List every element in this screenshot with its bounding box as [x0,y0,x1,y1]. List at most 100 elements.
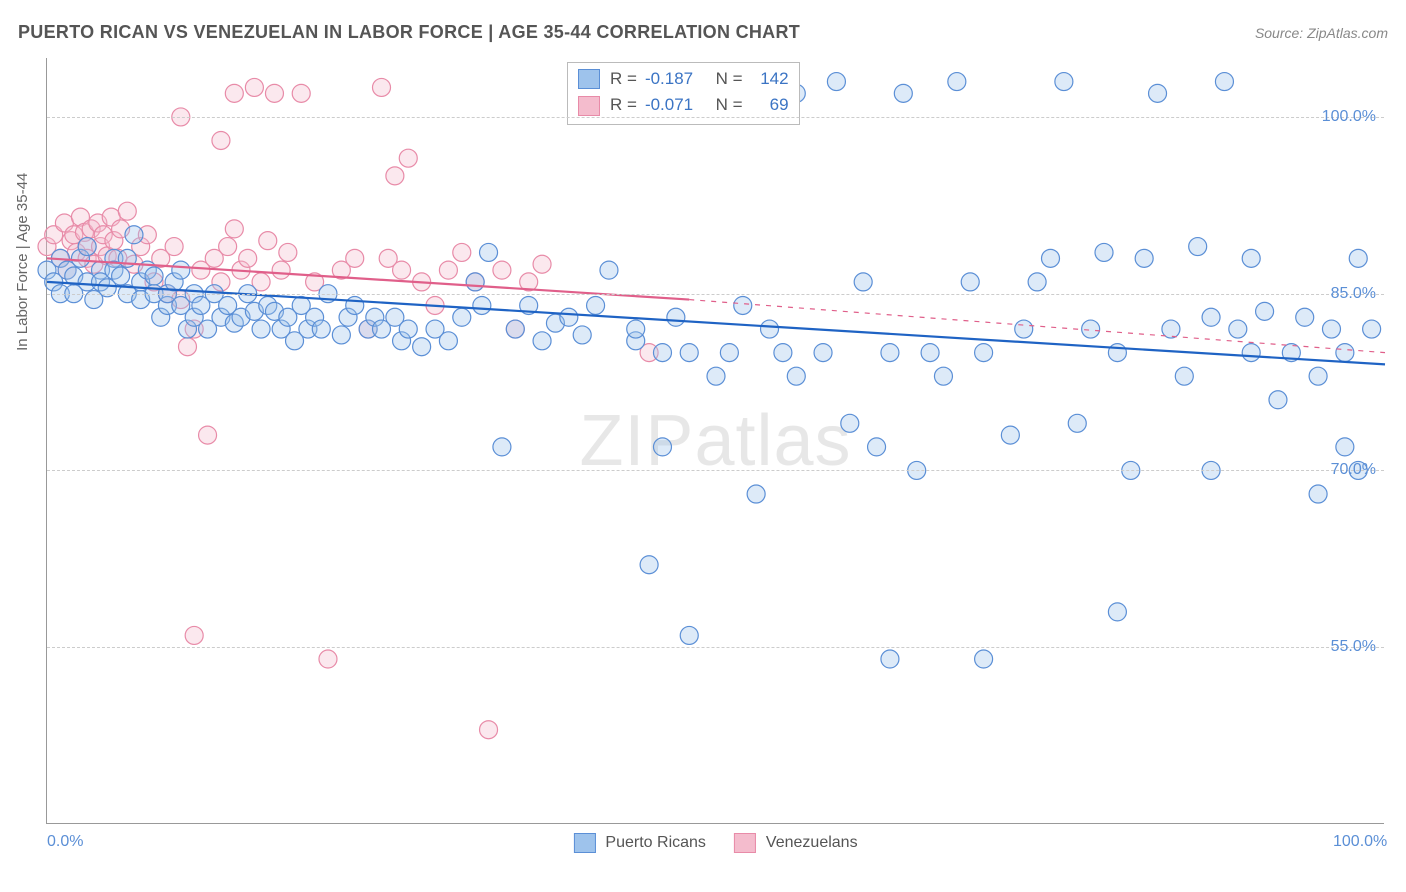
data-point-puerto_ricans [480,243,498,261]
data-point-puerto_ricans [493,438,511,456]
gridline [47,470,1384,471]
data-point-puerto_ricans [627,320,645,338]
data-point-puerto_ricans [1363,320,1381,338]
data-point-puerto_ricans [868,438,886,456]
stat-n-vz: 69 [751,92,789,118]
data-point-puerto_ricans [1215,73,1233,91]
stat-box: R = -0.187 N = 142 R = -0.071 N = 69 [567,62,800,125]
data-point-venezuelans [493,261,511,279]
data-point-puerto_ricans [1309,485,1327,503]
data-point-venezuelans [386,167,404,185]
data-point-puerto_ricans [774,344,792,362]
legend-label-pr: Puerto Ricans [605,834,706,852]
data-point-puerto_ricans [948,73,966,91]
data-point-puerto_ricans [961,273,979,291]
data-point-venezuelans [165,238,183,256]
data-point-puerto_ricans [1095,243,1113,261]
data-point-venezuelans [219,238,237,256]
data-point-puerto_ricans [252,320,270,338]
data-point-puerto_ricans [1242,249,1260,267]
data-point-puerto_ricans [934,367,952,385]
data-point-puerto_ricans [1336,438,1354,456]
data-point-puerto_ricans [680,344,698,362]
data-point-venezuelans [319,650,337,668]
data-point-venezuelans [225,84,243,102]
data-point-venezuelans [272,261,290,279]
trendline-dashed-venezuelans [689,300,1385,353]
data-point-puerto_ricans [881,344,899,362]
data-point-venezuelans [453,243,471,261]
data-point-puerto_ricans [453,308,471,326]
data-point-puerto_ricans [667,308,685,326]
data-point-venezuelans [399,149,417,167]
ytick-label: 85.0% [1331,285,1376,303]
data-point-venezuelans [393,261,411,279]
data-point-puerto_ricans [680,626,698,644]
data-point-venezuelans [199,426,217,444]
data-point-puerto_ricans [573,326,591,344]
data-point-puerto_ricans [1256,302,1274,320]
ytick-label: 70.0% [1331,461,1376,479]
data-point-puerto_ricans [145,267,163,285]
gridline [47,647,1384,648]
data-point-puerto_ricans [921,344,939,362]
data-point-puerto_ricans [1042,249,1060,267]
plot-area: ZIPatlas R = -0.187 N = 142 R = -0.071 N… [46,58,1384,824]
data-point-puerto_ricans [720,344,738,362]
data-point-puerto_ricans [312,320,330,338]
stat-r-pr: -0.187 [645,66,703,92]
stat-n-pr: 142 [751,66,789,92]
legend-item-pr: Puerto Ricans [573,833,706,853]
data-point-puerto_ricans [734,296,752,314]
data-point-puerto_ricans [854,273,872,291]
legend-swatch-pr [573,833,595,853]
stat-n-label: N = [711,92,743,118]
data-point-puerto_ricans [1336,344,1354,362]
data-point-venezuelans [118,202,136,220]
ytick-label: 100.0% [1322,108,1376,126]
data-point-puerto_ricans [1001,426,1019,444]
data-point-puerto_ricans [1175,367,1193,385]
data-point-puerto_ricans [640,556,658,574]
data-point-puerto_ricans [332,326,350,344]
data-point-venezuelans [480,721,498,739]
data-point-puerto_ricans [814,344,832,362]
xtick-label: 0.0% [47,833,83,851]
title-bar: PUERTO RICAN VS VENEZUELAN IN LABOR FORC… [18,22,1388,43]
data-point-puerto_ricans [1068,414,1086,432]
data-point-venezuelans [245,78,263,96]
data-point-puerto_ricans [1296,308,1314,326]
data-point-puerto_ricans [1349,249,1367,267]
data-point-puerto_ricans [506,320,524,338]
data-point-puerto_ricans [1322,320,1340,338]
data-point-puerto_ricans [1108,603,1126,621]
stat-r-label: R = [610,66,637,92]
data-point-puerto_ricans [1229,320,1247,338]
bottom-legend: Puerto Ricans Venezuelans [573,833,857,853]
stat-r-vz: -0.071 [645,92,703,118]
data-point-puerto_ricans [1028,273,1046,291]
data-point-puerto_ricans [1015,320,1033,338]
data-point-puerto_ricans [707,367,725,385]
data-point-puerto_ricans [533,332,551,350]
data-point-venezuelans [185,626,203,644]
data-point-puerto_ricans [1242,344,1260,362]
data-point-puerto_ricans [1149,84,1167,102]
data-point-venezuelans [279,243,297,261]
data-point-puerto_ricans [125,226,143,244]
gridline [47,117,1384,118]
ytick-label: 55.0% [1331,638,1376,656]
data-point-puerto_ricans [881,650,899,668]
data-point-venezuelans [533,255,551,273]
data-point-puerto_ricans [346,296,364,314]
data-point-puerto_ricans [841,414,859,432]
data-point-puerto_ricans [560,308,578,326]
data-point-puerto_ricans [399,320,417,338]
data-point-puerto_ricans [439,332,457,350]
data-point-puerto_ricans [413,338,431,356]
data-point-puerto_ricans [1202,308,1220,326]
xtick-label: 100.0% [1333,833,1387,851]
data-point-venezuelans [346,249,364,267]
data-point-puerto_ricans [466,273,484,291]
stat-row-pr: R = -0.187 N = 142 [578,66,789,92]
